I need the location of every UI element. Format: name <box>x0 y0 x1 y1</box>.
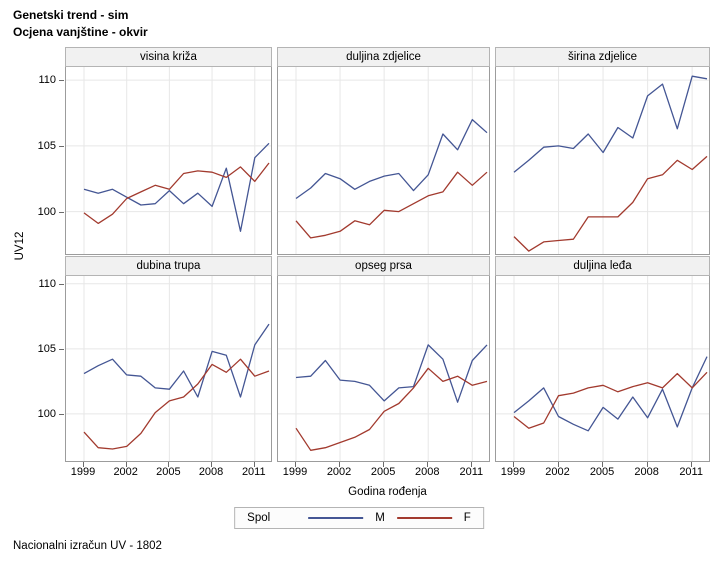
trend-line-m <box>295 118 488 200</box>
trend-line-m <box>513 75 708 173</box>
panel-duljina-leda: duljina leđa <box>495 256 710 462</box>
panel-header: visina križa <box>65 47 272 67</box>
panel-sirina-zdjelice: širina zdjelice <box>495 47 710 255</box>
y-tick-label: 105 <box>37 139 56 152</box>
x-tick-mark <box>339 462 341 467</box>
x-tick-mark <box>557 462 559 467</box>
trend-line-f <box>513 155 708 252</box>
panel-header: dubina trupa <box>65 256 272 276</box>
x-tick-label: 2005 <box>370 466 396 478</box>
x-tick-label: 2008 <box>198 466 224 478</box>
x-tick-label: 1999 <box>282 466 308 478</box>
y-tick-label: 100 <box>37 205 56 218</box>
x-tick-mark <box>383 462 385 467</box>
panel-header: duljina leđa <box>495 256 710 276</box>
trend-line-f <box>83 358 270 450</box>
panel-plot <box>277 67 490 255</box>
legend-female-line-swatch <box>396 517 452 519</box>
panel-plot <box>65 67 272 255</box>
x-tick-label: 2002 <box>545 466 570 478</box>
panel-dubina-trupa: dubina trupa <box>65 256 272 462</box>
x-tick-label: 2002 <box>113 466 138 478</box>
x-tick-mark <box>125 462 127 467</box>
panel-duljina-zdjelice: duljina zdjelice <box>277 47 490 255</box>
report-subtitle: Ocjena vanjštine - okvir <box>13 25 148 39</box>
report-title: Genetski trend - sim <box>13 8 129 22</box>
x-tick-mark <box>211 462 213 467</box>
legend: Spol M F <box>234 507 484 529</box>
legend-female-label: F <box>463 512 471 524</box>
x-tick-label: 1999 <box>500 466 526 478</box>
x-tick-mark <box>691 462 693 467</box>
x-tick-mark <box>168 462 170 467</box>
trend-line-m <box>83 323 270 398</box>
trend-line-m <box>295 344 488 403</box>
legend-title: Spol <box>247 512 271 524</box>
x-tick-mark <box>83 462 84 467</box>
y-tick-mark <box>59 413 64 415</box>
panel-header: duljina zdjelice <box>277 47 490 67</box>
panel-plot <box>495 276 710 462</box>
trend-line-m <box>513 356 708 432</box>
panel-plot <box>495 67 710 255</box>
panel-header: opseg prsa <box>277 256 490 276</box>
footnote: Nacionalni izračun UV - 1802 <box>13 540 162 552</box>
y-tick-mark <box>59 211 64 213</box>
x-tick-mark <box>253 462 255 467</box>
x-tick-label: 2008 <box>634 466 659 478</box>
y-tick-mark <box>59 145 64 147</box>
x-tick-mark <box>295 462 296 467</box>
trend-line-m <box>83 142 270 232</box>
x-tick-label: 1999 <box>70 466 96 478</box>
x-tick-label: 2011 <box>459 466 484 478</box>
panel-opseg-prsa: opseg prsa <box>277 256 490 462</box>
x-tick-mark <box>471 462 473 467</box>
y-tick-label: 105 <box>37 342 56 355</box>
y-axis-title: UV12 <box>14 231 26 261</box>
y-tick-mark <box>59 348 64 350</box>
panel-plot <box>277 276 490 462</box>
x-axis-title: Godina rođenja <box>348 486 427 498</box>
x-tick-label: 2002 <box>326 466 352 478</box>
y-tick-label: 100 <box>37 407 56 420</box>
panel-visina-kriza: visina križa <box>65 47 272 255</box>
legend-male-line-swatch <box>308 517 364 519</box>
trend-line-f <box>83 162 270 225</box>
x-tick-mark <box>646 462 648 467</box>
x-tick-mark <box>602 462 604 467</box>
trend-line-f <box>295 367 488 451</box>
x-tick-label: 2011 <box>241 466 266 478</box>
x-tick-label: 2005 <box>589 466 615 478</box>
panel-plot <box>65 276 272 462</box>
y-tick-mark <box>59 283 64 285</box>
legend-male-label: M <box>375 512 385 524</box>
panel-header: širina zdjelice <box>495 47 710 67</box>
x-tick-mark <box>427 462 429 467</box>
trend-line-f <box>295 171 488 239</box>
x-tick-label: 2008 <box>414 466 440 478</box>
trend-line-f <box>513 371 708 429</box>
x-tick-label: 2011 <box>679 466 703 478</box>
x-tick-mark <box>513 462 514 467</box>
y-tick-label: 110 <box>38 74 56 87</box>
y-tick-mark <box>59 80 64 82</box>
x-tick-label: 2005 <box>156 466 181 478</box>
y-tick-label: 110 <box>38 277 56 290</box>
